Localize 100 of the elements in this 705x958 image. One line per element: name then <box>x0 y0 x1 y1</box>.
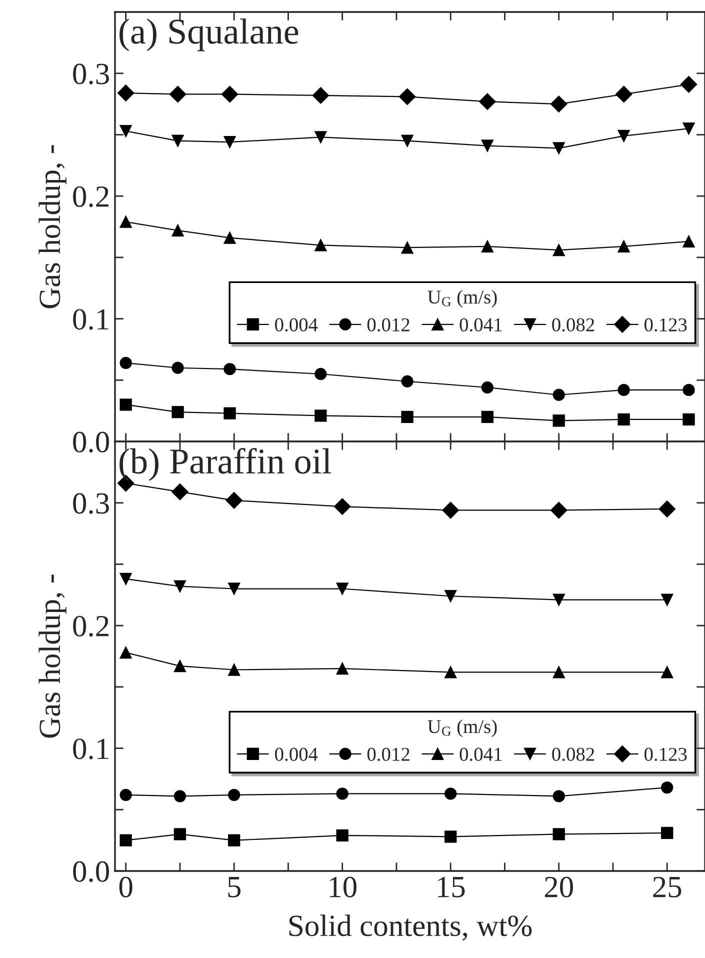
point <box>552 666 565 678</box>
point <box>552 828 565 840</box>
point <box>172 406 184 418</box>
point <box>444 788 457 800</box>
point <box>615 86 632 103</box>
point <box>169 86 186 103</box>
y-axis-title: Gas holdup, - <box>38 574 66 738</box>
point <box>314 368 327 380</box>
point <box>398 88 416 106</box>
point <box>228 788 240 801</box>
point <box>481 240 494 252</box>
point <box>336 662 348 675</box>
point <box>552 142 565 154</box>
point <box>401 410 414 424</box>
legend-label: 0.041 <box>460 318 502 332</box>
point <box>120 398 132 411</box>
legend-label: 0.041 <box>460 748 502 761</box>
point <box>401 242 414 254</box>
legend-label: 0.004 <box>275 318 318 332</box>
point <box>228 582 240 595</box>
point <box>444 666 457 678</box>
point <box>120 834 132 846</box>
point <box>618 130 630 142</box>
point <box>224 136 236 148</box>
point <box>172 134 184 147</box>
legend-label: 0.012 <box>367 318 410 332</box>
point <box>224 232 236 244</box>
point <box>172 483 188 500</box>
x-tick-label: 25 <box>653 876 682 898</box>
point <box>224 407 236 420</box>
point <box>661 666 674 678</box>
point <box>479 93 496 110</box>
point <box>682 384 695 396</box>
legend-label: 0.082 <box>552 748 594 761</box>
x-tick-label: 5 <box>228 877 241 898</box>
point <box>618 413 630 426</box>
point <box>226 492 242 509</box>
point <box>680 76 698 93</box>
point <box>174 580 186 592</box>
y-tick-label: 0.0 <box>73 861 109 882</box>
point <box>618 384 630 396</box>
point <box>120 572 132 586</box>
point <box>682 122 695 135</box>
point <box>224 363 236 376</box>
point <box>444 830 457 843</box>
point <box>172 224 184 237</box>
point <box>401 134 414 147</box>
point <box>481 140 494 152</box>
point <box>481 410 494 424</box>
y-axis-title: Gas holdup, - <box>38 145 66 308</box>
point <box>314 131 327 144</box>
point <box>120 646 132 659</box>
point <box>336 829 348 842</box>
y-tick-label: 0.3 <box>73 493 109 514</box>
point <box>661 826 674 840</box>
legend-label: 0.004 <box>275 748 318 761</box>
point <box>120 356 132 370</box>
y-tick-label: 0.1 <box>73 738 108 760</box>
x-tick-label: 10 <box>330 876 356 898</box>
legend-label: 0.123 <box>644 748 687 761</box>
x-tick-label: 15 <box>438 876 465 898</box>
x-tick-label: 0 <box>119 876 132 898</box>
point <box>552 414 565 427</box>
point <box>550 502 568 519</box>
point <box>228 664 240 676</box>
point <box>334 498 351 515</box>
point <box>228 834 240 846</box>
point <box>682 413 695 426</box>
point <box>550 96 568 112</box>
point <box>444 590 457 602</box>
legend-label: 0.082 <box>552 318 594 332</box>
point <box>661 594 674 606</box>
y-tick-label: 0.0 <box>73 432 109 453</box>
point <box>117 84 134 102</box>
point <box>552 790 565 802</box>
y-tick-label: 0.3 <box>73 64 109 84</box>
chart-title: (b) Paraffin oil <box>120 448 332 482</box>
chart-title: (a) Squalane <box>120 18 298 52</box>
point <box>312 87 330 104</box>
legend-label: 0.123 <box>644 318 687 332</box>
legend-title: U$_{G}$ (m/s) <box>428 290 497 308</box>
point <box>221 86 238 103</box>
point <box>120 788 132 801</box>
point <box>314 410 327 422</box>
y-tick-label: 0.2 <box>73 186 108 208</box>
point <box>552 388 565 401</box>
legend-label: 0.012 <box>367 748 410 761</box>
x-axis-title: Solid contents, wt% <box>289 914 532 941</box>
point <box>120 124 132 138</box>
point <box>174 660 186 672</box>
point <box>401 375 414 388</box>
point <box>336 582 348 595</box>
y-tick-label: 0.1 <box>73 309 108 330</box>
point <box>552 594 565 606</box>
point <box>174 828 186 840</box>
point <box>336 788 348 800</box>
y-tick-label: 0.2 <box>73 616 108 637</box>
point <box>172 362 184 374</box>
point <box>481 381 494 394</box>
x-tick-label: 20 <box>544 876 573 898</box>
